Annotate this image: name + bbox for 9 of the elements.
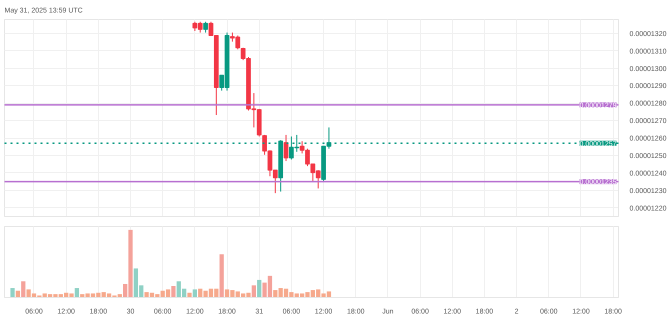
candlestick — [284, 134, 288, 162]
bar — [16, 290, 20, 298]
bar — [220, 254, 224, 298]
bar — [192, 289, 198, 298]
bar — [252, 285, 256, 298]
bar — [21, 281, 26, 298]
candlestick — [203, 21, 208, 34]
bar — [257, 280, 262, 298]
bar — [74, 288, 80, 298]
